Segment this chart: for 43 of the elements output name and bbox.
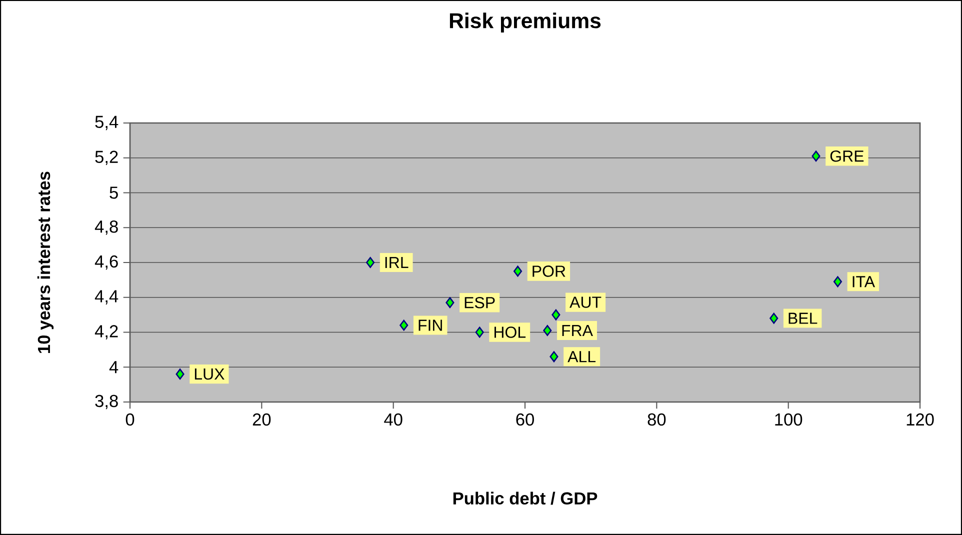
x-axis-title: Public debt / GDP: [453, 492, 598, 505]
point: [446, 297, 454, 308]
x-tick-label: 80: [648, 413, 666, 426]
annotation: ITA: [852, 276, 876, 288]
point: [770, 312, 778, 324]
annotation: LUX: [194, 368, 224, 380]
y-tick-label: 5,2: [95, 150, 118, 166]
annotation: BEL: [788, 312, 818, 324]
chart-title: Risk premiums: [450, 12, 601, 33]
y-tick-label: 4,8: [94, 220, 118, 235]
point: [176, 368, 184, 380]
x-tick-label: 20: [252, 413, 271, 426]
y-tick-label: 5,4: [95, 116, 118, 130]
point: [812, 150, 820, 162]
point: [366, 257, 375, 268]
x-tick-label: 100: [775, 413, 802, 426]
y-tick-label: 4,6: [94, 255, 118, 270]
annotation: ESP: [464, 296, 495, 308]
y-tick-label: 4,4: [94, 290, 118, 304]
point: [514, 266, 522, 277]
point: [550, 351, 558, 362]
y-tick-label: 5: [110, 186, 118, 199]
annotation: FIN: [418, 320, 442, 331]
point: [400, 320, 408, 331]
point: [833, 276, 842, 288]
annotation: GRE: [830, 150, 864, 162]
x-tick-label: 60: [516, 413, 534, 426]
point: [475, 326, 484, 338]
annotation: AUT: [570, 296, 602, 308]
y-axis-title: 10 years interest rates: [37, 172, 54, 353]
point: [543, 325, 552, 336]
annotation: ALL: [568, 351, 596, 362]
x-tick-label: 40: [384, 413, 402, 426]
y-tick-label: 4,2: [94, 325, 118, 340]
y-tick-label: 4: [109, 361, 118, 374]
annotation: IRL: [385, 257, 408, 268]
annotation: HOL: [494, 326, 526, 338]
point: [552, 309, 560, 320]
annotation: POR: [532, 266, 566, 277]
y-tick-label: 3,8: [95, 394, 118, 410]
x-tick-label: 120: [906, 413, 934, 426]
annotation: FRA: [562, 325, 593, 336]
x-tick-label: 0: [126, 413, 134, 426]
